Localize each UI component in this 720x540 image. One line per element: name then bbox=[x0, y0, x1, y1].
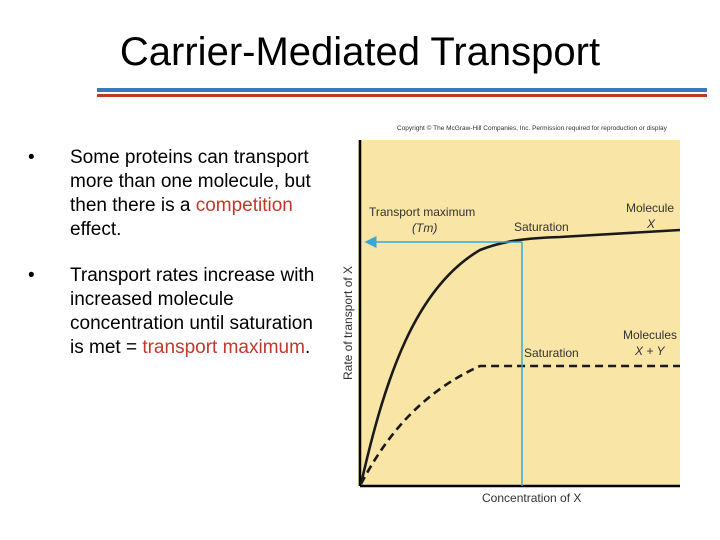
molecule-x-label-line2: X bbox=[646, 217, 656, 231]
x-axis-label: Concentration of X bbox=[482, 491, 581, 505]
tm-label-line1: Transport maximum bbox=[369, 205, 475, 219]
bullet-highlight: transport maximum bbox=[142, 337, 305, 358]
bullet-list: • Some proteins can transport more than … bbox=[28, 146, 328, 382]
molecules-xy-label-line2: X + Y bbox=[634, 344, 665, 358]
saturation-label-lower: Saturation bbox=[524, 346, 579, 360]
slide-title: Carrier-Mediated Transport bbox=[119, 30, 601, 74]
bullet-text-part: effect. bbox=[70, 219, 122, 240]
bullet-text-part: . bbox=[304, 337, 311, 358]
transport-graph: Transport maximum (Tm) Saturation Molecu… bbox=[341, 140, 681, 505]
title-underline-red bbox=[97, 94, 707, 97]
curve-molecules-xy bbox=[359, 364, 680, 485]
molecule-x-label-line1: Molecule bbox=[626, 201, 674, 215]
bullet-dot: • bbox=[28, 147, 35, 168]
y-axis-label: Rate of transport of X bbox=[341, 266, 355, 380]
bullet-highlight: competition bbox=[195, 195, 293, 216]
saturation-label-upper: Saturation bbox=[514, 220, 569, 234]
curve-molecule-x bbox=[359, 228, 681, 485]
figure-copyright: Copyright © The McGraw-Hill Companies, I… bbox=[397, 125, 667, 132]
molecules-xy-label-line1: Molecules bbox=[623, 328, 677, 342]
graph-panel bbox=[358, 140, 680, 486]
bullet-item: • Some proteins can transport more than … bbox=[28, 146, 328, 242]
bullet-dot: • bbox=[28, 265, 35, 286]
tm-label-line2: (Tm) bbox=[412, 221, 437, 235]
bullet-text-part: Some proteins can transport more than on… bbox=[70, 147, 311, 216]
bullet-item: • Transport rates increase with increase… bbox=[28, 264, 328, 360]
bullet-text-part: Transport rates increase with increased … bbox=[70, 265, 315, 358]
title-underline-blue bbox=[97, 88, 707, 92]
